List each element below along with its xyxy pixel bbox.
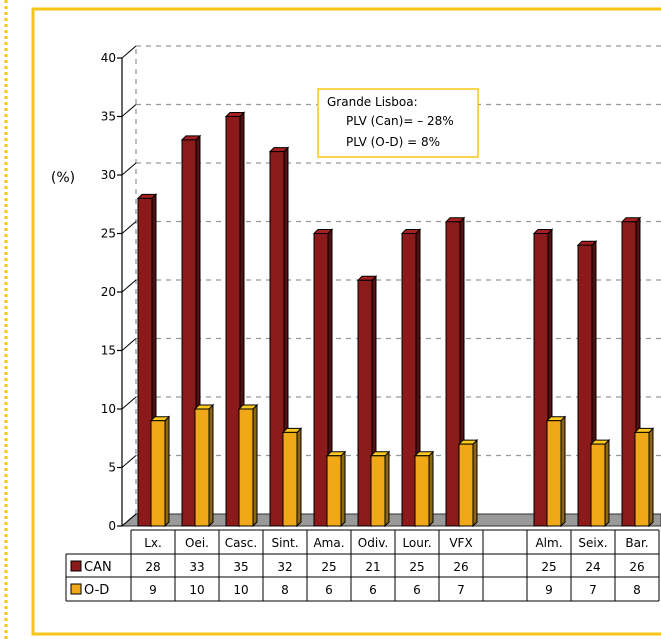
bar-od — [589, 438, 611, 528]
y-tick-label: 5 — [108, 461, 116, 475]
data-label: 25 — [409, 560, 424, 574]
y-tick-label: 30 — [101, 168, 116, 182]
data-label: 7 — [589, 583, 597, 597]
bar-can — [136, 193, 158, 528]
bar-od — [369, 450, 391, 528]
data-label: 9 — [545, 583, 553, 597]
data-label: 10 — [233, 583, 248, 597]
data-label: 32 — [277, 560, 292, 574]
y-tick-label: 10 — [101, 402, 116, 416]
category-label: Odiv. — [358, 536, 388, 550]
bar-od — [149, 415, 171, 528]
data-label: 6 — [413, 583, 421, 597]
y-tick-depth — [121, 162, 137, 176]
data-label: 6 — [369, 583, 377, 597]
bar-od — [325, 450, 347, 528]
y-tick-label: 0 — [108, 519, 116, 533]
bar-od — [281, 427, 303, 528]
annotation-title: Grande Lisboa: — [327, 95, 418, 109]
chart-border — [31, 7, 661, 636]
y-tick-depth — [121, 455, 137, 468]
legend-swatch — [70, 583, 82, 595]
y-tick-depth — [121, 221, 137, 234]
data-label: 26 — [629, 560, 644, 574]
category-label: Seix. — [578, 536, 607, 550]
y-axis-label: (%) — [51, 170, 75, 186]
data-label: 33 — [189, 560, 204, 574]
bar-od — [545, 415, 567, 528]
category-label: Casc. — [225, 536, 257, 550]
y-tick-label: 40 — [101, 51, 116, 65]
bars — [136, 111, 655, 528]
data-label: 6 — [325, 583, 333, 597]
category-label: Oei. — [185, 536, 209, 550]
data-label: 8 — [281, 583, 289, 597]
data-label: 10 — [189, 583, 204, 597]
annotation-line-can: PLV (Can)= – 28% — [346, 114, 454, 128]
y-tick-depth — [121, 338, 137, 351]
y-tick-label: 20 — [101, 285, 116, 299]
data-label: 26 — [453, 560, 468, 574]
bar-od — [237, 403, 259, 528]
y-tick-depth — [121, 279, 137, 293]
category-label: Bar. — [625, 536, 648, 550]
category-label: Lx. — [144, 536, 162, 550]
legend-swatch — [70, 560, 82, 572]
data-label: 24 — [585, 560, 600, 574]
category-label: Alm. — [535, 536, 562, 550]
data-label: 7 — [457, 583, 465, 597]
legend-label: CAN — [84, 560, 112, 575]
category-label: Lour. — [402, 536, 431, 550]
y-tick-label: 25 — [101, 227, 116, 241]
bar-od — [633, 427, 655, 528]
data-label: 28 — [145, 560, 160, 574]
legend-label: O-D — [84, 583, 109, 598]
y-tick-depth — [121, 104, 137, 117]
data-table: Lx. Oei. Casc. Sint. Ama. Odiv. Lour. VFX Alm. Se… — [65, 529, 660, 602]
y-tick-depth — [121, 396, 137, 410]
category-label: Ama. — [313, 536, 344, 550]
data-label: 25 — [321, 560, 336, 574]
data-label: 21 — [365, 560, 380, 574]
y-tick-label: 15 — [101, 344, 116, 358]
annotation-box: Grande Lisboa: PLV (Can)= – 28% PLV (O-D… — [317, 88, 479, 158]
bar-od — [413, 450, 435, 528]
data-label: 35 — [233, 560, 248, 574]
y-tick-label: 35 — [101, 110, 116, 124]
bar-od — [457, 438, 479, 528]
category-label: Sint. — [271, 536, 298, 550]
y-tick-depth — [121, 513, 137, 527]
bar-can — [312, 228, 334, 528]
data-label: 8 — [633, 583, 641, 597]
data-label: 9 — [149, 583, 157, 597]
bar-od — [193, 403, 215, 528]
data-label: 25 — [541, 560, 556, 574]
y-tick-depth — [121, 45, 137, 59]
annotation-line-od: PLV (O-D) = 8% — [346, 135, 440, 149]
category-label: VFX — [449, 536, 472, 550]
